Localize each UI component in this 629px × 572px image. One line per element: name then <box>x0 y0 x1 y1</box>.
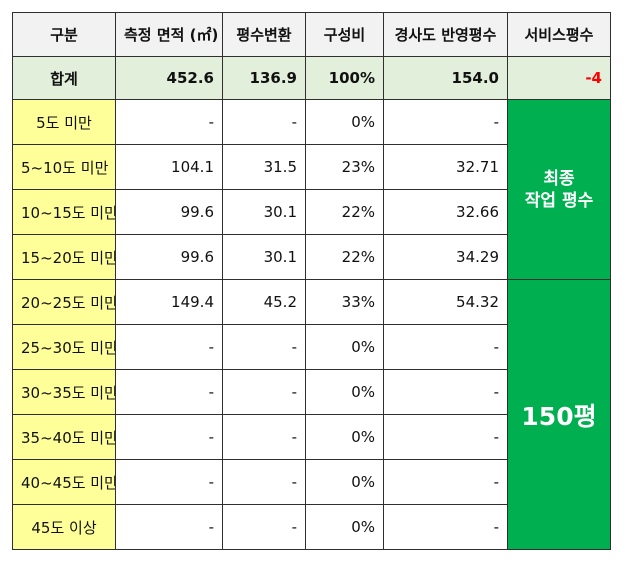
row-area: - <box>115 414 223 460</box>
row-slope-pyeong: 34.29 <box>383 234 508 280</box>
final-label-line1: 최종 <box>543 168 575 189</box>
row-category: 30~35도 미만 <box>12 369 116 415</box>
row-category: 5도 미만 <box>12 99 116 145</box>
row-slope-pyeong: - <box>383 324 508 370</box>
row-ratio: 22% <box>305 234 384 280</box>
row-category: 45도 이상 <box>12 504 116 550</box>
row-category: 15~20도 미만 <box>12 234 116 280</box>
row-pyeong: 45.2 <box>222 279 306 325</box>
total-slope-pyeong: 154.0 <box>383 56 508 100</box>
row-pyeong: - <box>222 459 306 505</box>
row-pyeong: - <box>222 324 306 370</box>
row-ratio: 0% <box>305 99 384 145</box>
row-category: 20~25도 미만 <box>12 279 116 325</box>
table-row: 5도 미만 - - 0% - 최종 작업 평수 <box>12 99 611 280</box>
table-row: 10~15도 미만 99.6 30.1 22% 32.66 <box>12 189 611 235</box>
row-area: - <box>115 369 223 415</box>
row-ratio: 0% <box>305 414 384 460</box>
row-pyeong: 31.5 <box>222 144 306 190</box>
total-row: 합계 452.6 136.9 100% 154.0 -4 <box>12 56 611 100</box>
row-ratio: 0% <box>305 459 384 505</box>
row-pyeong: - <box>222 504 306 550</box>
row-area: 104.1 <box>115 144 223 190</box>
final-label-line2: 작업 평수 <box>524 190 594 211</box>
slope-area-table: 구분 측정 면적 (㎡) 평수변환 구성비 경사도 반영평수 서비스평수 합계 … <box>12 12 611 550</box>
header-pyeong: 평수변환 <box>222 12 306 57</box>
row-category: 35~40도 미만 <box>12 414 116 460</box>
row-slope-pyeong: 32.66 <box>383 189 508 235</box>
row-ratio: 0% <box>305 504 384 550</box>
row-pyeong: 30.1 <box>222 234 306 280</box>
header-category: 구분 <box>12 12 116 57</box>
row-area: - <box>115 504 223 550</box>
final-value-text: 150평 <box>521 401 597 431</box>
row-category: 10~15도 미만 <box>12 189 116 235</box>
row-slope-pyeong: 32.71 <box>383 144 508 190</box>
total-ratio: 100% <box>305 56 384 100</box>
row-category: 25~30도 미만 <box>12 324 116 370</box>
row-pyeong: - <box>222 99 306 145</box>
row-area: 99.6 <box>115 234 223 280</box>
row-area: - <box>115 324 223 370</box>
header-service-pyeong: 서비스평수 <box>507 12 611 57</box>
row-pyeong: - <box>222 369 306 415</box>
row-ratio: 0% <box>305 369 384 415</box>
row-ratio: 22% <box>305 189 384 235</box>
row-category: 40~45도 미만 <box>12 459 116 505</box>
row-area: 99.6 <box>115 189 223 235</box>
table-row: 40~45도 미만 - - 0% - <box>12 459 611 505</box>
table-row: 25~30도 미만 - - 0% - <box>12 324 611 370</box>
row-slope-pyeong: - <box>383 414 508 460</box>
row-ratio: 23% <box>305 144 384 190</box>
row-ratio: 0% <box>305 324 384 370</box>
total-service-pyeong: -4 <box>507 56 611 100</box>
table-row: 35~40도 미만 - - 0% - <box>12 414 611 460</box>
row-area: 149.4 <box>115 279 223 325</box>
table-row: 45도 이상 - - 0% - <box>12 504 611 550</box>
header-area: 측정 면적 (㎡) <box>115 12 223 57</box>
row-slope-pyeong: 54.32 <box>383 279 508 325</box>
total-label: 합계 <box>12 56 116 100</box>
table-row: 15~20도 미만 99.6 30.1 22% 34.29 <box>12 234 611 280</box>
total-area: 452.6 <box>115 56 223 100</box>
final-pyeong-label: 최종 작업 평수 <box>507 99 611 280</box>
row-area: - <box>115 459 223 505</box>
row-slope-pyeong: - <box>383 369 508 415</box>
header-row: 구분 측정 면적 (㎡) 평수변환 구성비 경사도 반영평수 서비스평수 <box>12 12 611 57</box>
final-pyeong-value: 150평 <box>507 279 611 550</box>
total-pyeong: 136.9 <box>222 56 306 100</box>
row-ratio: 33% <box>305 279 384 325</box>
header-slope-pyeong: 경사도 반영평수 <box>383 12 508 57</box>
row-category: 5~10도 미만 <box>12 144 116 190</box>
table-row: 20~25도 미만 149.4 45.2 33% 54.32 150평 <box>12 279 611 550</box>
header-ratio: 구성비 <box>305 12 384 57</box>
row-area: - <box>115 99 223 145</box>
table-row: 5~10도 미만 104.1 31.5 23% 32.71 <box>12 144 611 190</box>
row-slope-pyeong: - <box>383 99 508 145</box>
row-pyeong: - <box>222 414 306 460</box>
row-slope-pyeong: - <box>383 504 508 550</box>
row-slope-pyeong: - <box>383 459 508 505</box>
row-pyeong: 30.1 <box>222 189 306 235</box>
